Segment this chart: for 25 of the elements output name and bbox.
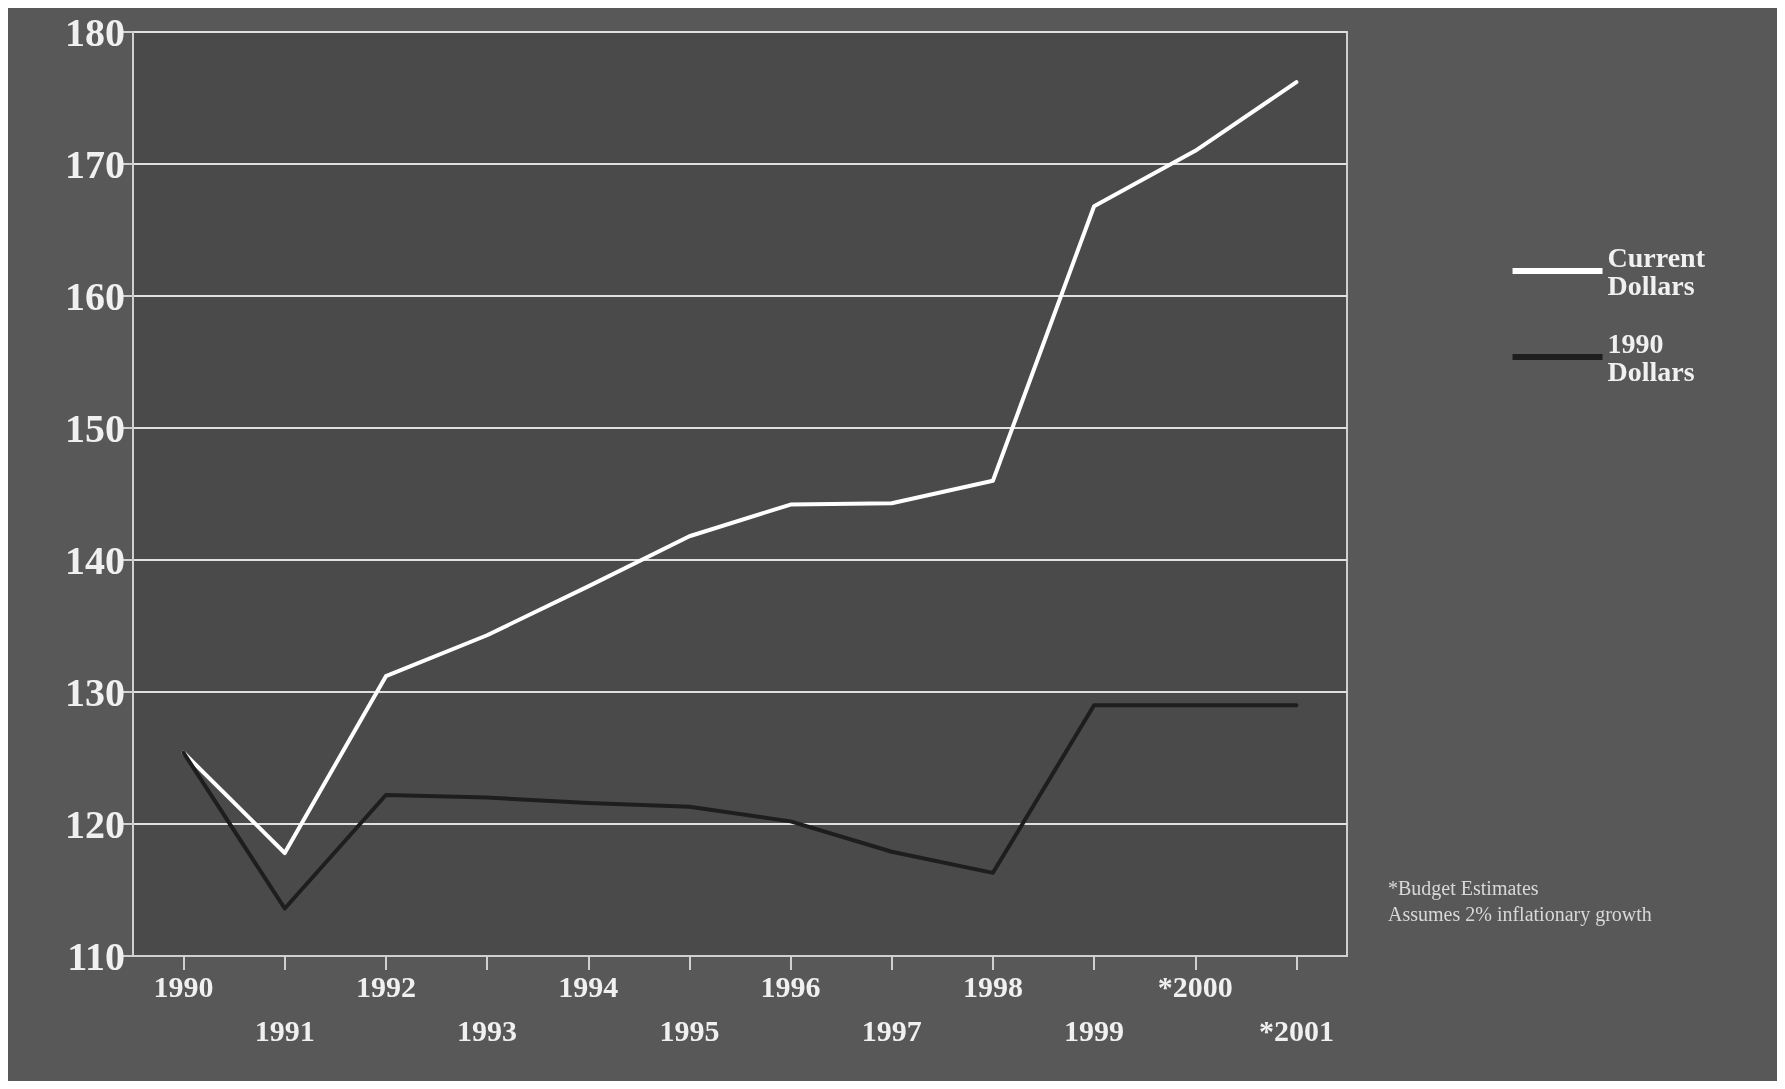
x-tick-label: *2000 xyxy=(1157,969,1233,1003)
x-tick-label: *2001 xyxy=(1258,1013,1334,1047)
x-tick-label: 1990 xyxy=(153,969,214,1003)
x-tick-label: 1999 xyxy=(1064,1013,1125,1047)
y-tick-label: 130 xyxy=(65,669,125,715)
text: *Budget Estimates xyxy=(1388,877,1539,900)
text: Assumes 2% inflationary growth xyxy=(1388,903,1652,926)
x-tick-label: 1993 xyxy=(457,1013,518,1047)
y-tick-label: 160 xyxy=(65,273,125,319)
x-tick-label: 1998 xyxy=(962,969,1023,1003)
x-tick-label: 1994 xyxy=(558,969,619,1003)
y-tick-label: 180 xyxy=(65,9,125,55)
x-tick-label: 1997 xyxy=(861,1013,922,1047)
y-tick-label: 140 xyxy=(65,537,125,583)
x-tick-label: 1992 xyxy=(355,969,416,1003)
y-tick-label: 170 xyxy=(65,141,125,187)
line-series xyxy=(181,703,1299,911)
y-tick-label: 150 xyxy=(65,405,125,451)
x-tick-label: 1995 xyxy=(659,1013,720,1047)
x-tick-label: 1996 xyxy=(760,969,821,1003)
y-tick-label: 110 xyxy=(67,933,125,979)
y-tick-label: 120 xyxy=(65,801,125,847)
legend-label: Current Dollars xyxy=(1607,241,1712,301)
x-tick-label: 1991 xyxy=(254,1013,315,1047)
legend-label: 1990 Dollars xyxy=(1607,327,1695,387)
